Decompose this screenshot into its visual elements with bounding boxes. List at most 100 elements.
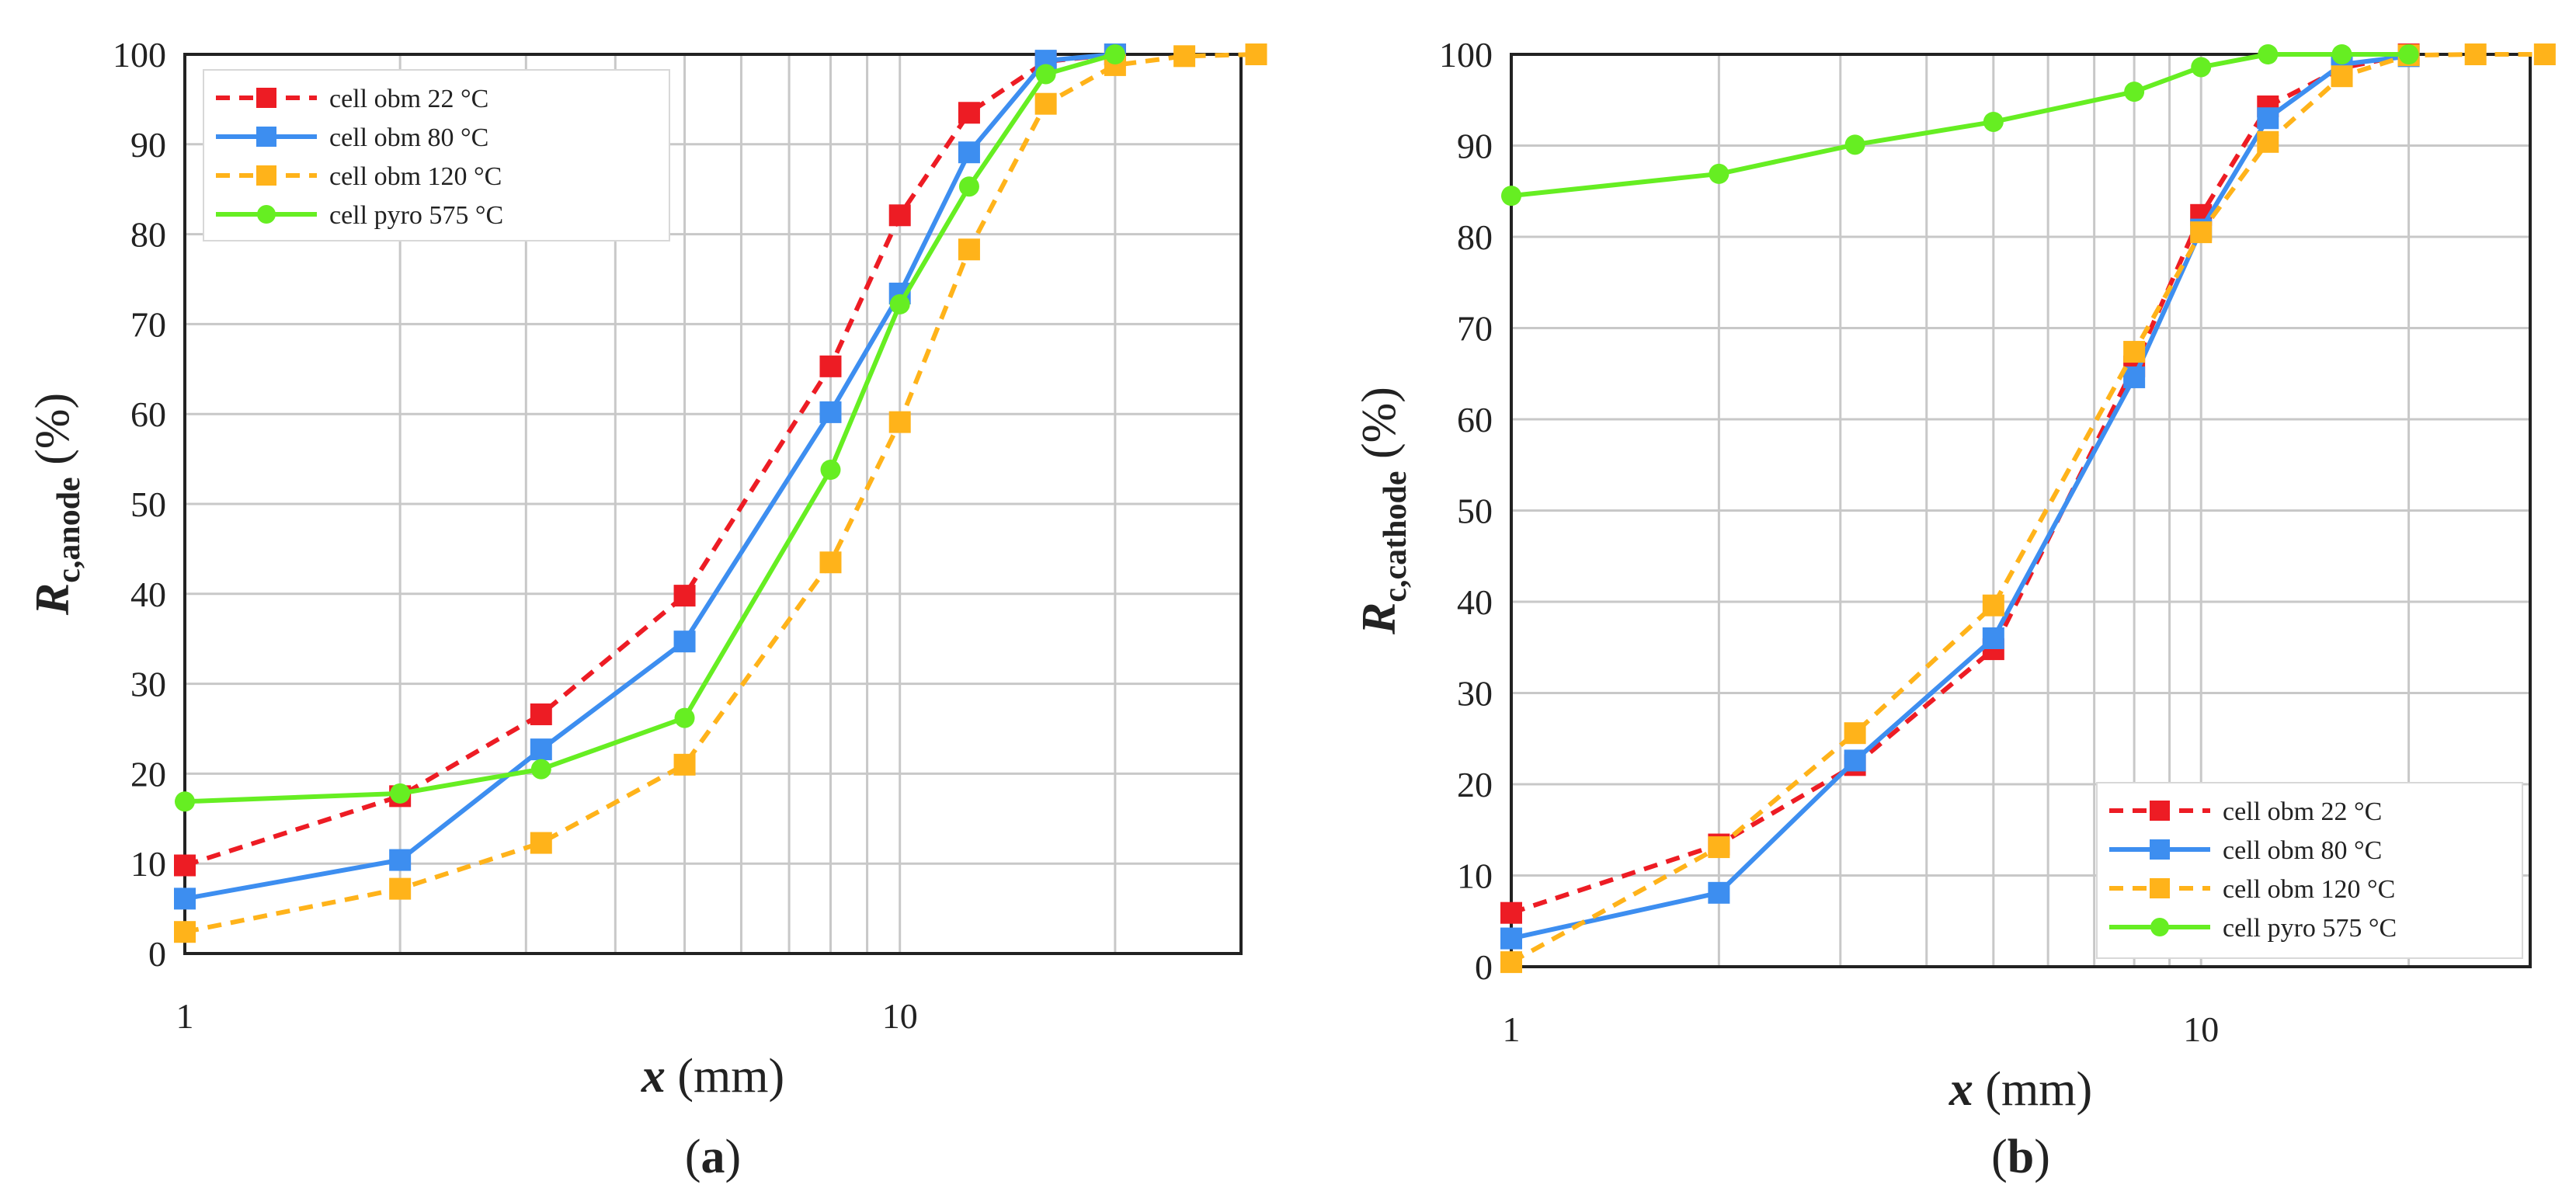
series-1 — [1500, 45, 2420, 950]
legend-item: cell pyro 575 °C — [216, 201, 503, 230]
y-tick-label: 70 — [130, 304, 166, 344]
data-point — [958, 102, 980, 124]
y-tick-label: 10 — [130, 844, 166, 884]
data-point — [390, 783, 411, 804]
legend-item: cell obm 80 °C — [216, 123, 488, 152]
panel-label: (a) — [685, 1131, 741, 1183]
series-3 — [175, 44, 1125, 812]
y-tick-label: 70 — [1457, 309, 1493, 349]
data-point — [674, 707, 695, 728]
data-point — [958, 176, 979, 197]
legend-marker — [2150, 839, 2170, 860]
y-tick-label: 40 — [1457, 582, 1493, 622]
y-tick-label: 100 — [113, 35, 166, 75]
data-point — [1245, 43, 1267, 65]
x-axis-label: x (mm) — [1949, 1063, 2092, 1116]
legend-marker — [256, 88, 276, 108]
plot-frame — [1510, 53, 2532, 968]
legend-label: cell obm 80 °C — [329, 123, 488, 152]
data-point — [530, 738, 552, 761]
data-point — [1173, 45, 1196, 68]
y-axis-label: Rc,anode (%) — [26, 393, 87, 616]
series-2 — [174, 43, 1267, 943]
legend-label: cell obm 22 °C — [329, 85, 488, 113]
data-point — [1983, 111, 2004, 132]
data-point — [2533, 43, 2556, 65]
y-tick-label: 10 — [1457, 856, 1493, 896]
data-point — [1104, 44, 1125, 64]
y-tick-label: 100 — [1439, 35, 1493, 75]
data-point — [1500, 951, 1522, 974]
legend-marker — [257, 205, 276, 224]
legend-item: cell obm 120 °C — [2109, 875, 2395, 904]
data-point — [820, 459, 841, 480]
y-tick-label: 60 — [1457, 400, 1493, 439]
data-point — [888, 204, 911, 227]
data-point — [673, 631, 696, 653]
data-point — [174, 921, 196, 943]
data-point — [819, 401, 842, 423]
data-point — [1982, 627, 2004, 649]
legend-marker — [256, 165, 276, 186]
data-point — [673, 585, 696, 607]
y-tick-label: 40 — [130, 575, 166, 614]
data-point — [2257, 107, 2279, 130]
legend-label: cell pyro 575 °C — [2223, 914, 2397, 943]
legend-item: cell obm 80 °C — [2109, 836, 2382, 865]
data-point — [174, 888, 196, 910]
data-point — [389, 849, 412, 871]
data-point — [673, 753, 696, 776]
data-point — [1034, 92, 1057, 115]
legend-marker — [256, 127, 276, 147]
y-tick-label: 90 — [1457, 127, 1493, 166]
y-tick-label: 20 — [1457, 765, 1493, 804]
legend-label: cell obm 22 °C — [2223, 797, 2382, 826]
data-point — [889, 294, 910, 314]
y-tick-label: 30 — [130, 665, 166, 704]
legend-marker — [2150, 801, 2170, 821]
y-tick-label: 30 — [1457, 674, 1493, 714]
x-tick-label: 10 — [2183, 1009, 2219, 1049]
data-point — [1982, 594, 2004, 617]
legend-label: cell pyro 575 °C — [329, 201, 503, 230]
x-tick-label: 10 — [882, 996, 918, 1036]
panel-label: (b) — [1991, 1131, 2050, 1183]
plot-frame — [183, 53, 1243, 955]
y-tick-label: 90 — [130, 125, 166, 165]
y-axis-label: Rc,cathode (%) — [1353, 387, 1413, 635]
legend-marker — [2150, 918, 2169, 936]
data-point — [2124, 82, 2145, 102]
legend-marker — [2150, 878, 2170, 898]
data-point — [1709, 163, 1730, 184]
data-point — [1844, 722, 1866, 745]
series-2 — [1500, 43, 2556, 974]
y-tick-label: 80 — [130, 215, 166, 255]
data-point — [2398, 44, 2419, 64]
legend: cell obm 22 °C cell obm 80 °C cell obm 120… — [2096, 782, 2523, 959]
data-point — [958, 141, 980, 164]
y-tick-label: 20 — [130, 754, 166, 794]
legend-label: cell obm 80 °C — [2223, 836, 2382, 865]
y-tick-label: 0 — [1475, 947, 1493, 987]
data-point — [530, 703, 552, 725]
data-point — [1708, 836, 1730, 859]
data-point — [958, 238, 980, 261]
data-point — [2123, 366, 2146, 388]
data-point — [1035, 64, 1056, 85]
legend-label: cell obm 120 °C — [329, 162, 502, 191]
y-tick-label: 0 — [148, 934, 166, 974]
y-tick-label: 50 — [1457, 492, 1493, 531]
data-point — [530, 759, 551, 780]
x-tick-label: 1 — [1503, 1009, 1521, 1049]
data-point — [389, 877, 412, 900]
legend-item: cell pyro 575 °C — [2109, 914, 2397, 943]
data-point — [175, 791, 195, 812]
legend-item: cell obm 120 °C — [216, 162, 502, 191]
data-point — [2123, 341, 2146, 363]
series-3 — [1501, 44, 2419, 207]
data-point — [2331, 65, 2353, 88]
legend: cell obm 22 °C cell obm 80 °C cell obm 120… — [203, 69, 670, 241]
